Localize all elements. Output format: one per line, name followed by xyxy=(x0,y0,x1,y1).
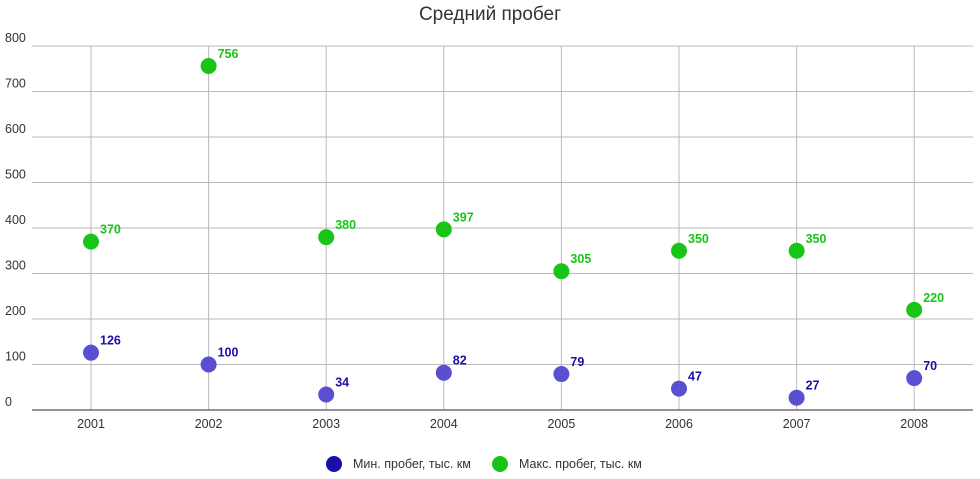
legend-label: Макс. пробег, тыс. км xyxy=(519,457,642,471)
y-tick-label: 0 xyxy=(5,395,12,409)
data-labels: 126 100 34 82 79 47 27 70 370 756 380 397 305 350 350 2… xyxy=(100,47,944,393)
x-tick-label: 2004 xyxy=(430,417,458,431)
data-label-max: 370 xyxy=(100,223,121,237)
data-point-max xyxy=(83,233,99,250)
data-label-max: 350 xyxy=(806,232,827,246)
y-tick-label: 600 xyxy=(5,122,26,136)
data-label-min: 27 xyxy=(806,379,820,393)
legend-marker xyxy=(326,456,342,472)
data-label-min: 79 xyxy=(570,355,584,369)
data-point-min xyxy=(671,380,687,397)
data-label-min: 70 xyxy=(923,359,937,373)
x-tick-label: 2001 xyxy=(77,417,105,431)
legend-item-max[interactable]: Макс. пробег, тыс. км xyxy=(492,456,642,472)
x-tick-label: 2007 xyxy=(783,417,811,431)
data-point-max xyxy=(553,263,570,280)
chart-title: Средний пробег xyxy=(419,4,561,25)
data-point-min xyxy=(906,370,923,387)
data-point-min xyxy=(318,386,335,403)
data-label-min: 82 xyxy=(453,354,467,368)
data-point-min xyxy=(788,389,805,406)
y-tick-label: 300 xyxy=(5,259,26,273)
data-label-max: 305 xyxy=(570,252,591,266)
data-point-max xyxy=(788,242,805,259)
y-tick-label: 700 xyxy=(5,77,26,91)
y-tick-label: 200 xyxy=(5,304,26,318)
x-tick-label: 2005 xyxy=(547,417,575,431)
data-point-max xyxy=(200,58,217,75)
data-label-min: 126 xyxy=(100,334,121,348)
y-tick-label: 800 xyxy=(5,31,26,45)
data-label-max: 350 xyxy=(688,232,709,246)
axes: 0 100 200 300 400 500 600 700 800 2001 2002 2003 200… xyxy=(5,31,973,431)
data-label-max: 220 xyxy=(923,291,944,305)
data-label-min: 34 xyxy=(335,376,349,390)
data-point-max xyxy=(671,242,687,259)
y-tick-label: 400 xyxy=(5,213,26,227)
legend-marker xyxy=(492,456,508,472)
legend-label: Мин. пробег, тыс. км xyxy=(353,457,471,471)
data-label-max: 756 xyxy=(218,47,239,61)
y-tick-label: 100 xyxy=(5,350,26,364)
data-point-min xyxy=(200,356,217,373)
data-point-max xyxy=(435,221,452,238)
data-point-max xyxy=(906,301,923,318)
x-tick-label: 2006 xyxy=(665,417,693,431)
data-point-min xyxy=(83,344,99,361)
legend[interactable]: Мин. пробег, тыс. км Макс. пробег, тыс. к… xyxy=(326,456,642,472)
data-label-min: 47 xyxy=(688,370,702,384)
data-label-min: 100 xyxy=(218,346,239,360)
legend-item-min[interactable]: Мин. пробег, тыс. км xyxy=(326,456,471,472)
x-tick-label: 2002 xyxy=(195,417,223,431)
y-tick-label: 500 xyxy=(5,168,26,182)
data-point-max xyxy=(318,229,335,246)
data-label-max: 380 xyxy=(335,218,356,232)
data-label-max: 397 xyxy=(453,210,474,224)
grid xyxy=(32,45,973,410)
data-point-min xyxy=(553,366,570,383)
x-tick-label: 2003 xyxy=(312,417,340,431)
data-points xyxy=(83,58,923,406)
x-tick-label: 2008 xyxy=(900,417,928,431)
data-point-min xyxy=(435,364,452,381)
